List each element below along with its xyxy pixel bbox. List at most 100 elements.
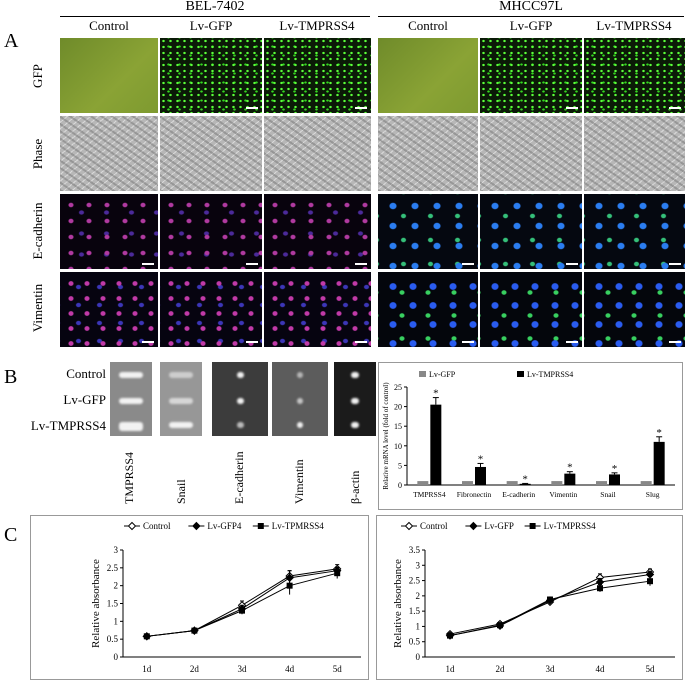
line-legend-label: Control <box>143 521 171 531</box>
line-marker-square <box>547 596 553 603</box>
line-legend-label: Lv-TMPRSS4 <box>544 521 597 531</box>
line-x-tick-label: 4d <box>285 664 295 674</box>
col-head-bel-control: Control <box>89 18 129 33</box>
image-gfp-bel-lvtmprss4 <box>264 38 371 113</box>
line-marker-square <box>286 582 293 589</box>
blot-label-ecadherin: E-cadherin <box>232 451 246 504</box>
bar-lvtmprss4 <box>564 473 576 485</box>
line-x-tick-label: 5d <box>646 664 656 674</box>
col-head-mhcc-control: Control <box>408 18 448 33</box>
line-marker-filled-diamond <box>192 521 201 531</box>
line-y-tick-label: 2.5 <box>409 576 421 586</box>
image-ecadherin-bel-lvgfp <box>160 194 262 269</box>
line-y-tick-label: 3.5 <box>409 545 421 555</box>
bar-y-tick-label: 0 <box>398 481 402 490</box>
line-marker-square <box>143 633 150 640</box>
bar-chart-box: 0 5 10 15 20 25 Relative mRNA level (fold of c… <box>378 362 683 510</box>
blot-label-tmprss4: TMPRSS4 <box>122 451 136 504</box>
image-phase-mhcc-lvtmprss4 <box>584 116 685 191</box>
line-marker-square <box>334 570 341 577</box>
group-title-mhcc97l: MHCC97L <box>499 0 563 14</box>
line-marker-square <box>529 523 536 529</box>
line-y-tick-label: 1 <box>114 616 119 626</box>
image-ecadherin-mhcc-lvgfp <box>480 194 582 269</box>
row-label-ecadherin: E-cadherin <box>30 202 45 260</box>
image-phase-mhcc-control <box>378 116 478 191</box>
bar-y-tick-label: 5 <box>398 461 402 470</box>
line-marker-open-diamond <box>127 521 137 531</box>
line-y-tick-label: 0 <box>114 652 119 662</box>
image-vimentin-bel-control <box>60 272 158 347</box>
bar-lvgfp <box>506 481 518 485</box>
blot-snail <box>160 362 202 436</box>
bar-y-axis-label: Relative mRNA level (fold of control) <box>382 382 390 490</box>
line-x-tick-label: 2d <box>190 664 200 674</box>
line-legend-label: Control <box>420 521 448 531</box>
line-marker-filled-diamond <box>469 521 478 531</box>
image-ecadherin-bel-lvtmprss4 <box>264 194 371 269</box>
bar-significance: * <box>433 388 439 400</box>
bar-lvtmprss4 <box>430 404 442 485</box>
bar-legend-swatch-lvgfp <box>419 371 426 377</box>
image-vimentin-bel-lvgfp <box>160 272 262 347</box>
blot-vimentin <box>272 362 328 436</box>
bar-lvtmprss4 <box>519 483 531 485</box>
line-x-tick-label: 3d <box>238 664 248 674</box>
bar-significance: * <box>522 473 528 485</box>
blot-row-lvgfp: Lv-GFP <box>63 392 106 407</box>
image-gfp-bel-lvgfp <box>160 38 262 113</box>
line-y-axis-label: Relative absorbance <box>392 559 404 648</box>
line-marker-square <box>191 627 198 634</box>
line-marker-square <box>597 585 603 592</box>
line-y-tick-label: 1.5 <box>107 599 119 609</box>
blot-row-control: Control <box>66 366 106 381</box>
bar-y-tick-label: 10 <box>394 442 402 451</box>
image-phase-bel-lvgfp <box>160 116 262 191</box>
group-underline-mhcc97l <box>378 16 684 17</box>
line-x-tick-label: 4d <box>596 664 606 674</box>
line-marker-square <box>647 578 653 585</box>
line-x-tick-label: 5d <box>333 664 343 674</box>
line-series <box>449 580 651 637</box>
line-y-tick-label: 2.5 <box>107 563 119 573</box>
col-head-bel-lvgfp: Lv-GFP <box>189 18 233 33</box>
group-title-bel7402: BEL-7402 <box>185 0 245 14</box>
blot-bactin <box>334 362 376 436</box>
bar-category-label: Vimentin <box>549 490 577 499</box>
image-gfp-bel-control <box>60 38 158 113</box>
growth-chart-left: 0 0.5 1 1.5 2 2.5 3 1d 2d 3d 4d 5d Relative absorban… <box>90 521 361 674</box>
line-marker-square <box>239 607 245 614</box>
blot-label-snail: Snail <box>174 479 188 504</box>
line-y-tick-label: 2 <box>114 581 119 591</box>
bar-lvtmprss4 <box>609 474 620 485</box>
panel-c-letter: C <box>4 524 18 546</box>
bar-y-tick-label: 25 <box>394 383 402 392</box>
image-phase-mhcc-lvgfp <box>480 116 582 191</box>
image-ecadherin-mhcc-control <box>378 194 478 269</box>
line-marker-square <box>257 523 264 529</box>
blot-row-lvtmprss4: Lv-TMPRSS4 <box>30 418 106 433</box>
line-y-tick-label: 0 <box>416 652 421 662</box>
panel-a-letter: A <box>4 30 19 52</box>
image-vimentin-bel-lvtmprss4 <box>264 272 371 347</box>
image-ecadherin-mhcc-lvtmprss4 <box>584 194 685 269</box>
panel-b-letter: B <box>4 366 18 388</box>
line-x-tick-label: 1d <box>142 664 152 674</box>
blot-ecadherin <box>212 362 268 436</box>
bar-y-tick-label: 20 <box>394 403 402 412</box>
bar-lvgfp <box>551 481 563 485</box>
growth-chart-right-box: 0 0.5 1 1.5 2 2.5 3 3.5 1d 2d 3d 4d 5d Relative absor… <box>376 515 683 680</box>
image-vimentin-mhcc-lvgfp <box>480 272 582 347</box>
bar-lvgfp <box>462 481 473 485</box>
bar-lvtmprss4 <box>653 441 665 485</box>
line-marker-square <box>497 622 503 629</box>
image-vimentin-mhcc-lvtmprss4 <box>584 272 685 347</box>
line-y-tick-label: 1 <box>416 621 421 631</box>
blot-label-vimentin: Vimentin <box>292 459 306 504</box>
line-y-axis-label: Relative absorbance <box>90 559 102 648</box>
line-y-tick-label: 3 <box>416 560 421 570</box>
col-head-bel-lvtmprss4: Lv-TMPRSS4 <box>279 18 355 33</box>
bar-chart: 0 5 10 15 20 25 Relative mRNA level (fold of c… <box>382 370 675 499</box>
image-gfp-mhcc-lvtmprss4 <box>584 38 685 113</box>
image-ecadherin-bel-control <box>60 194 158 269</box>
